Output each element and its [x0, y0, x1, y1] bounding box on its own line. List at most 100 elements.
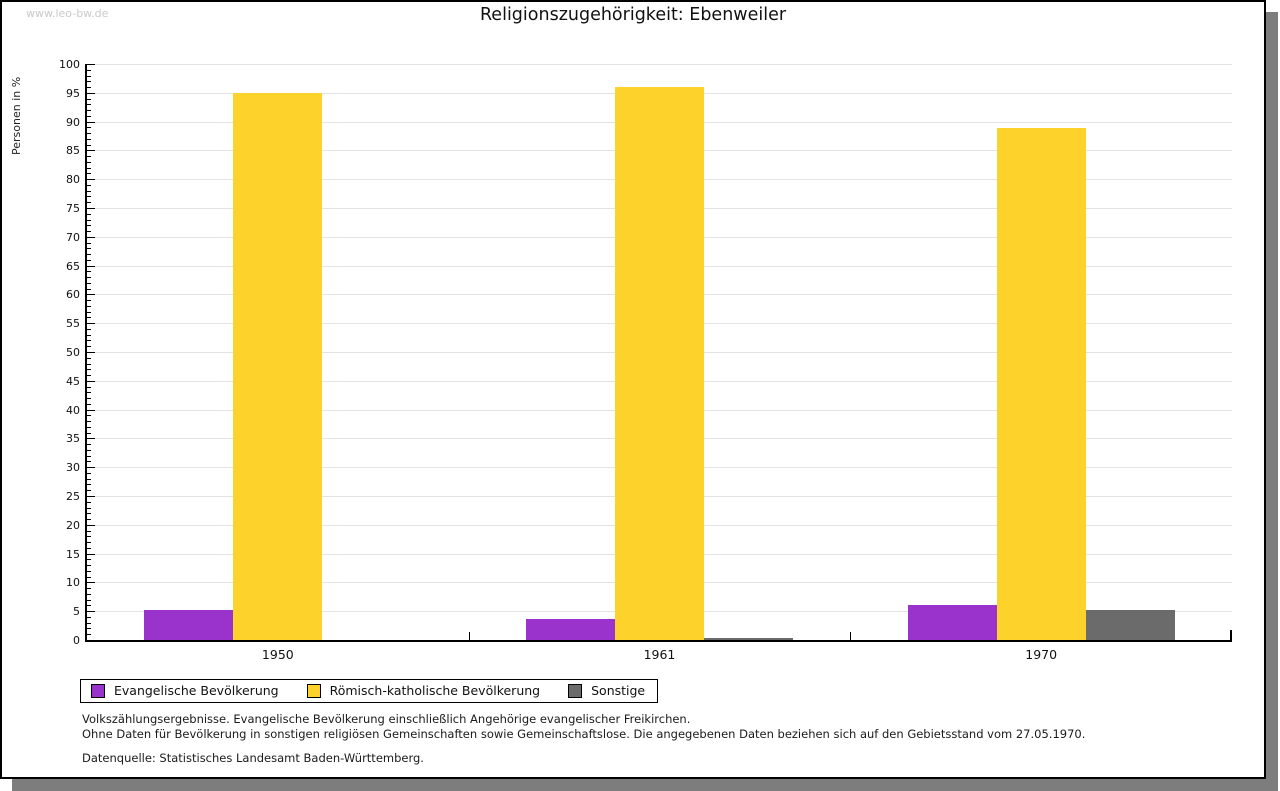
watermark-text: www.leo-bw.de [26, 7, 109, 20]
legend-item-katholisch: Römisch-katholische Bevölkerung [306, 683, 541, 698]
y-tick-53 [87, 334, 91, 336]
y-tick-label-65: 65 [66, 259, 80, 273]
gridline-100 [87, 64, 1232, 65]
y-tick-15 [87, 553, 95, 555]
y-tick-37 [87, 426, 91, 428]
legend-item-sonstige: Sonstige [568, 683, 645, 698]
y-tick-88 [87, 133, 91, 135]
y-tick-86 [87, 144, 91, 146]
y-tick-96 [87, 87, 91, 89]
y-tick-26 [87, 490, 91, 492]
y-tick-79 [87, 184, 91, 186]
y-tick-70 [87, 236, 95, 238]
y-tick-41 [87, 403, 91, 405]
y-tick-81 [87, 173, 91, 175]
y-tick-91 [87, 115, 91, 117]
y-tick-46 [87, 375, 91, 377]
legend: Evangelische Bevölkerung Römisch-katholi… [80, 679, 659, 703]
y-tick-29 [87, 472, 91, 474]
y-tick-93 [87, 104, 91, 106]
y-tick-36 [87, 432, 91, 434]
y-tick-27 [87, 484, 91, 486]
y-tick-label-75: 75 [66, 202, 80, 215]
y-tick-56 [87, 317, 91, 319]
y-tick-8 [87, 593, 91, 595]
y-tick-47 [87, 369, 91, 371]
legend-swatch-sonstige [568, 683, 583, 698]
y-tick-44 [87, 386, 91, 388]
y-tick-22 [87, 513, 91, 515]
y-axis-title: Personen in % [10, 76, 23, 155]
y-tick-52 [87, 340, 91, 342]
y-tick-label-90: 90 [66, 115, 80, 129]
y-tick-87 [87, 138, 91, 140]
y-tick-34 [87, 444, 91, 446]
y-tick-24 [87, 501, 91, 503]
legend-swatch-katholisch [306, 683, 321, 698]
bar-1961-evangelische-bev-lkerung [526, 618, 615, 640]
y-tick-58 [87, 305, 91, 307]
y-tick-75 [87, 208, 95, 209]
y-tick-label-55: 55 [66, 317, 80, 331]
y-tick-77 [87, 196, 91, 198]
y-tick-99 [87, 69, 91, 71]
x-category-label-1950: 1950 [261, 647, 294, 662]
y-tick-7 [87, 599, 91, 601]
y-tick-13 [87, 565, 91, 567]
y-tick-78 [87, 190, 91, 192]
y-tick-69 [87, 242, 91, 244]
chart-frame: www.leo-bw.de Religionszugehörigkeit: Eb… [0, 0, 1266, 779]
y-tick-label-100: 100 [59, 58, 80, 71]
y-tick-28 [87, 478, 91, 480]
y-tick-98 [87, 75, 91, 77]
y-tick-65 [87, 265, 95, 267]
legend-swatch-evangelisch [91, 683, 105, 698]
y-tick-62 [87, 282, 91, 284]
legend-item-evangelisch: Evangelische Bevölkerung [91, 683, 279, 698]
y-tick-61 [87, 288, 91, 290]
x-category-label-1961: 1961 [643, 647, 676, 662]
legend-label-katholisch: Römisch-katholische Bevölkerung [329, 683, 541, 698]
y-tick-83 [87, 161, 91, 163]
y-tick-14 [87, 559, 91, 561]
y-tick-39 [87, 415, 91, 417]
y-tick-51 [87, 346, 91, 348]
x-tick-1 [468, 632, 470, 640]
y-tick-43 [87, 392, 91, 394]
y-tick-71 [87, 231, 91, 233]
y-tick-31 [87, 461, 91, 463]
data-source: Datenquelle: Statistisches Landesamt Bad… [82, 751, 424, 765]
x-tick-2 [850, 632, 852, 640]
y-tick-label-40: 40 [66, 403, 80, 417]
footnote-line1: Volkszählungsergebnisse. Evangelische Be… [82, 712, 691, 726]
y-tick-label-45: 45 [66, 374, 80, 388]
y-tick-97 [87, 81, 91, 83]
bar-1970-evangelische-bev-lkerung [907, 604, 997, 640]
y-tick-66 [87, 259, 91, 261]
y-tick-19 [87, 530, 91, 532]
bar-1961-r-misch-katholische-bev-lkerung [615, 87, 704, 640]
y-tick-95 [87, 92, 95, 94]
y-tick-55 [87, 323, 95, 325]
y-tick-25 [87, 496, 95, 497]
y-tick-32 [87, 455, 91, 457]
y-tick-label-70: 70 [66, 230, 80, 244]
footnote-line2: Ohne Daten für Bevölkerung in sonstigen … [82, 727, 1086, 741]
y-tick-50 [87, 352, 95, 353]
y-tick-76 [87, 202, 91, 204]
y-tick-label-30: 30 [66, 461, 80, 475]
y-tick-73 [87, 219, 91, 221]
y-tick-label-50: 50 [66, 346, 80, 359]
y-tick-17 [87, 542, 91, 544]
y-tick-68 [87, 248, 91, 250]
y-tick-label-60: 60 [66, 288, 80, 302]
y-tick-35 [87, 438, 95, 440]
y-tick-3 [87, 622, 91, 624]
y-tick-42 [87, 398, 91, 400]
y-tick-80 [87, 179, 95, 181]
y-tick-11 [87, 576, 91, 578]
y-tick-100 [87, 64, 95, 65]
y-tick-9 [87, 588, 91, 590]
y-tick-64 [87, 271, 91, 273]
